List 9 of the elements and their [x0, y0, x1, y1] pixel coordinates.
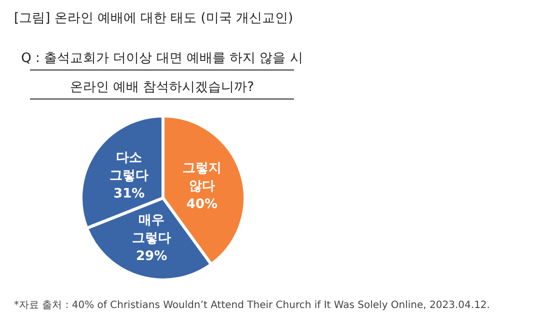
data-label: 40%: [186, 196, 218, 212]
text: *자료 출처 : 40% of Christians Wouldn’t Attend Their Church if It Was Solely Online, 2023.04.12.: [14, 300, 490, 311]
data-label: 31%: [114, 186, 145, 202]
data-label: 29%: [136, 248, 168, 264]
slice-label: 그렇지 않다: [182, 160, 222, 194]
slice-label: 매우 그렇다: [132, 212, 172, 246]
chart-subtitle: Q : 출석교회가 더이상 대면 예배를 하지 않을 시 온라인 예배 참석하시겠습니까?: [21, 51, 303, 95]
chart-title: [그림] 온라인 예배에 대한 태도 (미국 개신교인): [14, 11, 294, 26]
slice-label: 다소 그렇다: [110, 150, 149, 184]
